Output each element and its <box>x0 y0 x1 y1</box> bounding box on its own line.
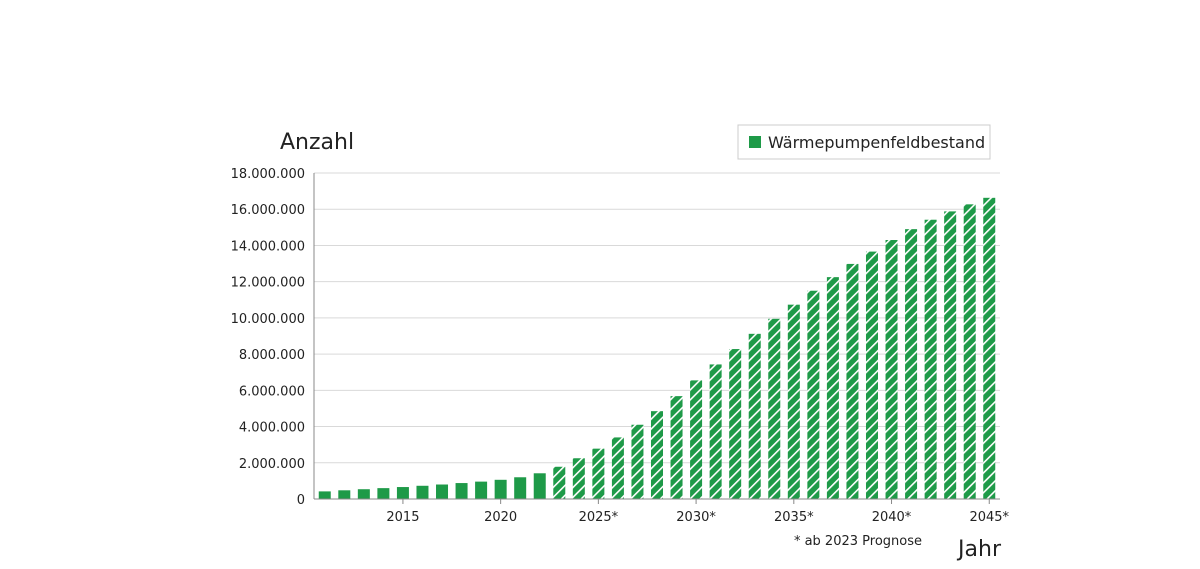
forecast-note: * ab 2023 Prognose <box>794 534 922 549</box>
bar-forecast-2042 <box>924 219 937 499</box>
y-tick-label: 12.000.000 <box>231 276 305 291</box>
bar-2016 <box>416 485 429 499</box>
legend-swatch <box>749 136 761 148</box>
bar-forecast-2038 <box>846 263 859 499</box>
bar-forecast-2032 <box>729 349 742 499</box>
y-tick-label: 2.000.000 <box>239 457 305 472</box>
x-tick-label: 2020 <box>484 510 517 525</box>
y-tick-label: 18.000.000 <box>231 167 305 182</box>
legend-label: Wärmepumpenfeldbestand <box>768 133 985 152</box>
bar-forecast-2045 <box>983 197 996 499</box>
x-axis-title: Jahr <box>956 537 1002 562</box>
bar-forecast-2027 <box>631 424 644 499</box>
x-tick-label: 2035* <box>774 510 814 525</box>
y-axis-title: Anzahl <box>280 130 354 155</box>
bar-forecast-2040 <box>885 240 898 499</box>
legend: Wärmepumpenfeldbestand <box>737 124 991 160</box>
y-tick-label: 10.000.000 <box>231 312 305 327</box>
bar-forecast-2037 <box>826 277 839 499</box>
bar-2017 <box>436 484 449 499</box>
y-tick-label: 0 <box>297 493 305 508</box>
x-tick-label: 2030* <box>676 510 716 525</box>
legend-box <box>737 124 991 160</box>
bar-forecast-2028 <box>651 411 663 499</box>
bar-forecast-2034 <box>768 318 781 499</box>
bar-forecast-2039 <box>865 251 878 499</box>
bar-2012 <box>338 490 351 499</box>
bar-forecast-2025 <box>592 448 605 499</box>
bar-forecast-2023 <box>553 466 566 499</box>
y-tick-label: 6.000.000 <box>239 384 305 399</box>
bar-2020 <box>494 479 507 499</box>
x-tick-label: 2045* <box>969 510 1009 525</box>
y-tick-label: 16.000.000 <box>231 203 305 218</box>
bar-forecast-2030 <box>690 380 703 499</box>
bar-forecast-2033 <box>748 333 761 499</box>
bar-forecast-2026 <box>611 437 624 499</box>
bar-2018 <box>455 483 468 499</box>
bar-forecast-2035 <box>787 304 800 499</box>
x-tick-label: 2015 <box>386 510 419 525</box>
bar-2011 <box>318 491 331 499</box>
bar-forecast-2036 <box>807 290 820 499</box>
bar-forecast-2024 <box>572 458 585 499</box>
axes <box>313 173 1000 500</box>
bar-2021 <box>514 477 527 499</box>
x-ticks: 2015 2020 2025* 2030* 2035* 2040* 2045* <box>386 499 1010 525</box>
bar-forecast-2041 <box>905 229 918 499</box>
y-ticks: 0 2.000.000 4.000.000 6.000.000 8.000.000 10.… <box>231 167 305 508</box>
grid <box>314 172 1000 464</box>
bar-forecast-2044 <box>963 204 976 500</box>
x-tick-label: 2025* <box>579 510 619 525</box>
bar-forecast-2029 <box>670 396 683 499</box>
y-tick-label: 4.000.000 <box>239 421 305 436</box>
bars <box>318 197 996 500</box>
bar-forecast-2031 <box>709 364 722 499</box>
y-tick-label: 8.000.000 <box>239 348 305 363</box>
x-tick-label: 2040* <box>872 510 912 525</box>
bar-forecast-2043 <box>944 211 957 499</box>
y-tick-label: 14.000.000 <box>231 239 305 254</box>
bar-2013 <box>357 489 370 499</box>
bar-2015 <box>396 487 409 499</box>
bar-2022 <box>533 473 546 499</box>
bar-2014 <box>377 488 390 499</box>
bar-2019 <box>475 481 488 499</box>
